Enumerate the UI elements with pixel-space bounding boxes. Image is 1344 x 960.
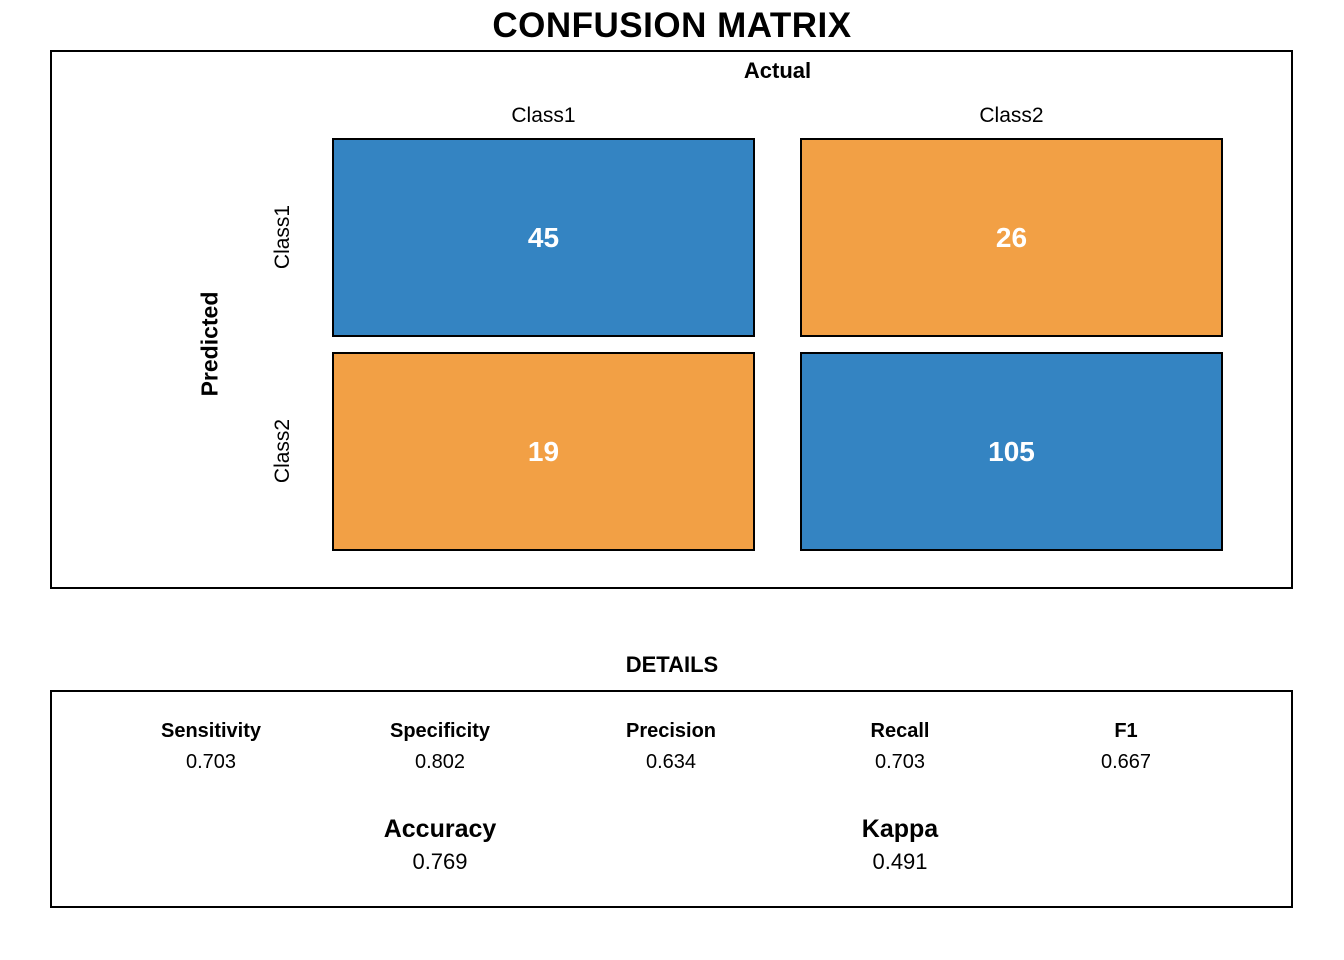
row-label-class1: Class1 — [271, 204, 294, 270]
metric-sensitivity: Sensitivity 0.703 — [161, 716, 261, 778]
column-label-class2: Class2 — [979, 104, 1044, 127]
metric-value: 0.769 — [412, 849, 468, 874]
details-panel: Sensitivity 0.703 Specificity 0.802 Prec… — [50, 690, 1293, 908]
metric-label: F1 — [1114, 720, 1138, 742]
metric-label: Kappa — [861, 815, 939, 843]
metric-label: Accuracy — [383, 815, 497, 843]
column-label-class1: Class1 — [511, 104, 576, 127]
metric-f1: F1 0.667 — [1101, 716, 1151, 778]
metric-kappa: Kappa 0.491 — [862, 812, 938, 878]
metric-value: 0.802 — [414, 751, 466, 773]
metric-value: 0.634 — [645, 751, 697, 773]
row-label-class2: Class2 — [271, 418, 294, 484]
details-title: DETAILS — [625, 652, 719, 677]
metric-value: 0.491 — [872, 849, 928, 874]
cell-value-26: 26 — [995, 221, 1028, 253]
y-axis-label: Predicted — [196, 291, 223, 397]
cell-value-19: 19 — [527, 435, 560, 467]
figure-title: CONFUSION MATRIX — [492, 6, 852, 45]
cell-value-105: 105 — [988, 435, 1035, 467]
metric-label: Specificity — [389, 720, 491, 742]
metric-precision: Precision 0.634 — [626, 716, 716, 778]
matrix-cell-pred-class2-actual-class1: 19 — [332, 352, 755, 551]
matrix-cell-pred-class2-actual-class2: 105 — [800, 352, 1223, 551]
x-axis-label: Actual — [743, 58, 812, 83]
matrix-cell-pred-class1-actual-class1: 45 — [332, 138, 755, 337]
metric-value: 0.703 — [185, 751, 237, 773]
matrix-cell-pred-class1-actual-class2: 26 — [800, 138, 1223, 337]
metric-value: 0.703 — [874, 751, 926, 773]
metric-specificity: Specificity 0.802 — [390, 716, 490, 778]
metric-accuracy: Accuracy 0.769 — [384, 812, 497, 878]
matrix-panel: Actual Class1 Class2 Predicted Class1 Cl… — [50, 50, 1293, 589]
metric-recall: Recall 0.703 — [871, 716, 930, 778]
metric-label: Precision — [625, 720, 717, 742]
cell-value-45: 45 — [527, 221, 560, 253]
metric-value: 0.667 — [1100, 751, 1152, 773]
metric-label: Recall — [870, 720, 930, 742]
metric-label: Sensitivity — [160, 720, 262, 742]
